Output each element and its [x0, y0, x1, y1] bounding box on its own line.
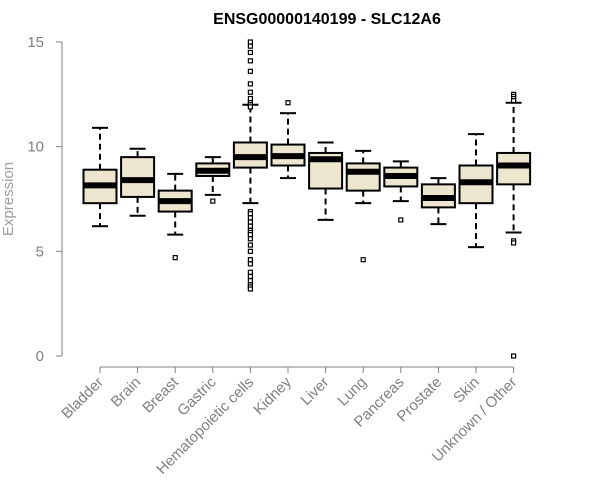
y-axis: 0 5 10 15 [27, 34, 63, 365]
box-group [157, 172, 193, 261]
box-group [308, 141, 344, 221]
y-tick-label: 15 [27, 34, 44, 51]
outlier-point [247, 81, 253, 87]
box-group [496, 91, 532, 359]
outlier-point [285, 100, 291, 106]
outlier-point [247, 104, 253, 110]
x-tick-label: Liver [297, 374, 332, 409]
outlier-point [247, 211, 253, 217]
box-group [195, 156, 231, 204]
outlier-point [247, 248, 253, 254]
box-group [82, 126, 118, 228]
y-axis-label: Expression [0, 162, 17, 236]
x-tick-label: Bladder [58, 374, 107, 423]
outlier-point [360, 257, 366, 263]
outlier-point [247, 261, 253, 267]
outlier-point [172, 255, 178, 261]
outlier-point [511, 98, 517, 104]
box [496, 151, 532, 186]
outlier-point [247, 89, 253, 95]
box-group [345, 149, 381, 263]
outlier-point [511, 353, 517, 359]
box-group [420, 177, 456, 226]
chart-title: ENSG00000140199 - SLC12A6 [213, 11, 441, 28]
outlier-point [247, 68, 253, 74]
outlier-point [247, 43, 253, 49]
outlier-point [247, 95, 253, 102]
outlier-point [247, 231, 253, 238]
outlier-point [247, 58, 253, 64]
box-group [383, 160, 419, 223]
outlier-point [247, 242, 253, 248]
outlier-point [247, 273, 253, 280]
x-tick-label: Skin [450, 374, 483, 407]
box [120, 156, 156, 198]
box-series [82, 39, 532, 359]
y-tick-label: 10 [27, 139, 44, 156]
outlier-point [247, 215, 253, 221]
outlier-point [511, 240, 517, 246]
outlier-point [247, 39, 253, 45]
outlier-point [398, 217, 404, 223]
box-group [270, 100, 306, 180]
y-tick-label: 0 [36, 348, 44, 365]
box-group [458, 133, 494, 249]
outlier-point [247, 49, 253, 56]
box-group [120, 147, 156, 217]
outlier-point [210, 198, 216, 204]
box [345, 162, 381, 192]
outlier-point [247, 219, 253, 225]
y-tick-label: 5 [36, 243, 44, 260]
x-tick-label: Kidney [250, 373, 295, 418]
box-group [232, 39, 268, 292]
outlier-point [247, 223, 253, 229]
outlier-point [247, 278, 253, 284]
outlier-point [247, 257, 253, 263]
outlier-point [247, 236, 253, 242]
outlier-point [247, 269, 253, 275]
outlier-point [247, 286, 253, 292]
